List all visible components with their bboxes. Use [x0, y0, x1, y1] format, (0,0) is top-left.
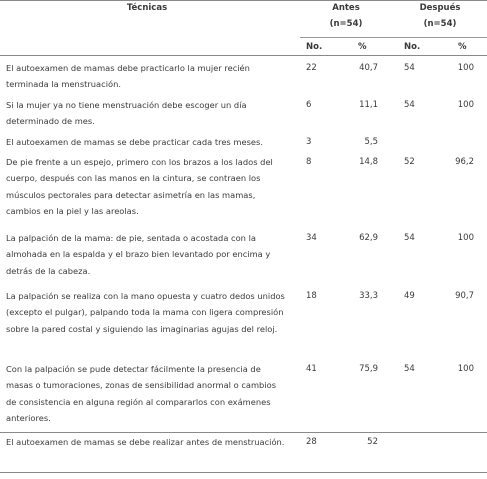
row-despues-no: 54: [404, 364, 415, 374]
row-antes-pct: 75,9: [359, 364, 378, 374]
row-antes-pct: 52: [367, 437, 378, 447]
table-top-rule: [0, 0, 487, 1]
header-antes: Antes: [332, 3, 360, 13]
row-antes-no: 34: [306, 233, 317, 243]
row-despues-pct: 100: [457, 63, 474, 73]
row-despues-no: 54: [404, 233, 415, 243]
row-technique: El autoexamen de mamas se debe realizar …: [6, 437, 285, 447]
row-antes-no: 8: [306, 157, 312, 167]
row-despues-no: 54: [404, 63, 415, 73]
row-antes-no: 6: [306, 100, 312, 110]
header-bottom-rule: [0, 55, 487, 56]
row-antes-no: 18: [306, 291, 317, 301]
row-antes-pct: 40,7: [359, 63, 378, 73]
row-antes-no: 41: [306, 364, 317, 374]
table-bottom-rule: [0, 472, 487, 473]
header-antes-n: (n=54): [329, 19, 363, 29]
row-despues-no: 52: [404, 157, 415, 167]
row-technique: El autoexamen de mamas debe practicarlo …: [6, 63, 250, 90]
row-technique: La palpación de la mama: de pie, sentada…: [6, 233, 271, 276]
header-tecnicas: Técnicas: [126, 3, 168, 13]
row-despues-pct: 90,7: [455, 291, 474, 301]
row-antes-pct: 5,5: [364, 137, 378, 147]
row-technique: Si la mujer ya no tiene menstruación deb…: [6, 100, 247, 127]
subheader-pct-despues: %: [458, 42, 467, 52]
row-despues-no: 49: [404, 291, 415, 301]
row-antes-pct: 11,1: [359, 100, 378, 110]
header-despues: Después: [419, 3, 461, 13]
row-antes-pct: 62,9: [359, 233, 378, 243]
last-row-rule: [0, 432, 487, 433]
row-despues-pct: 100: [457, 233, 474, 243]
row-despues-no: 54: [404, 100, 415, 110]
row-despues-pct: 96,2: [455, 157, 474, 167]
row-technique: La palpación se realiza con la mano opue…: [6, 291, 285, 334]
subheader-no-despues: No.: [404, 42, 421, 52]
row-antes-pct: 33,3: [359, 291, 378, 301]
row-antes-pct: 14,8: [359, 157, 378, 167]
row-technique: El autoexamen de mamas se debe practicar…: [6, 137, 263, 147]
subheader-no-antes: No.: [306, 42, 323, 52]
row-despues-pct: 100: [457, 100, 474, 110]
row-antes-no: 28: [306, 437, 317, 447]
row-technique: De pie frente a un espejo, primero con l…: [6, 157, 273, 216]
header-despues-n: (n=54): [423, 19, 457, 29]
row-despues-pct: 100: [457, 364, 474, 374]
row-antes-no: 3: [306, 137, 312, 147]
row-technique: Con la palpación se pude detectar fácilm…: [6, 364, 277, 423]
row-antes-no: 22: [306, 63, 317, 73]
header-subrule: [300, 37, 487, 38]
subheader-pct-antes: %: [358, 42, 367, 52]
